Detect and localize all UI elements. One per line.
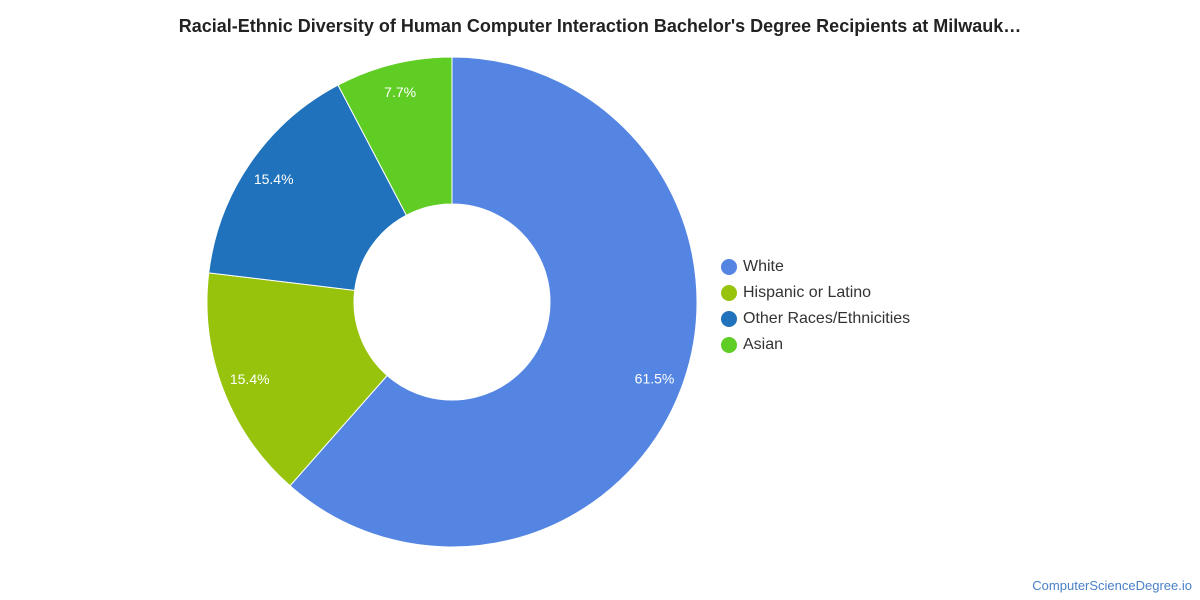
slice-value-label: 15.4%: [230, 371, 270, 387]
legend-item-asian[interactable]: Asian: [721, 332, 910, 358]
legend-label-asian: Asian: [743, 336, 784, 353]
donut-slice-asian[interactable]: [337, 56, 453, 216]
chart-legend: White Hispanic or Latino Other Races/Eth…: [721, 254, 910, 358]
slice-value-label: 7.7%: [384, 84, 416, 100]
slice-value-label: 15.4%: [254, 171, 294, 187]
donut-slice-white[interactable]: [289, 56, 698, 548]
legend-label-hispanic-or-latino: Hispanic or Latino: [743, 284, 872, 301]
slice-value-label: 61.5%: [635, 371, 675, 387]
site-watermark[interactable]: ComputerScienceDegree.io: [1032, 578, 1192, 593]
legend-item-hispanic-or-latino[interactable]: Hispanic or Latino: [721, 280, 910, 306]
legend-label-white: White: [743, 258, 784, 275]
legend-swatch-white: [721, 259, 737, 275]
legend-swatch-other-races: [721, 311, 737, 327]
legend-swatch-hispanic-or-latino: [721, 285, 737, 301]
legend-label-other-races: Other Races/Ethnicities: [743, 310, 911, 327]
chart-title: Racial-Ethnic Diversity of Human Compute…: [178, 16, 1022, 36]
donut-slice-other-races-ethnicities[interactable]: [208, 84, 408, 291]
legend-item-other-races[interactable]: Other Races/Ethnicities: [721, 306, 910, 332]
legend-swatch-asian: [721, 337, 737, 353]
legend-item-white[interactable]: White: [721, 254, 910, 280]
donut-slice-hispanic-or-latino[interactable]: [206, 272, 388, 487]
